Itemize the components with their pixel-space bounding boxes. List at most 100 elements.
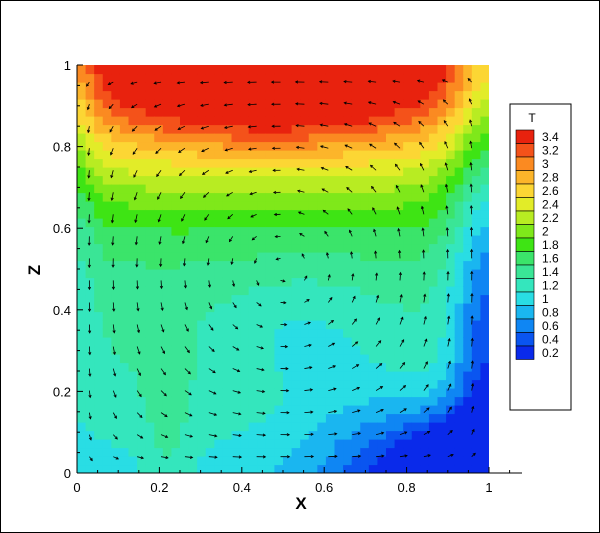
contour-cell <box>394 192 404 202</box>
velocity-arrow <box>136 412 143 419</box>
contour-cell <box>231 362 241 372</box>
contour-cell <box>334 320 344 330</box>
contour-cell <box>471 260 482 270</box>
x-tick-label: 0.2 <box>150 480 168 495</box>
contour-cell <box>240 133 250 143</box>
velocity-arrow <box>420 205 425 215</box>
velocity-arrow <box>352 432 362 436</box>
contour-cell <box>231 252 241 262</box>
contour-cell <box>283 447 293 457</box>
contour-cell <box>231 133 241 143</box>
contour-cell <box>446 73 456 83</box>
contour-cell <box>471 337 482 347</box>
contour-cell <box>188 456 198 466</box>
contour-cell <box>480 456 489 466</box>
contour-cell <box>102 354 112 364</box>
velocity-arrow <box>275 257 281 261</box>
contour-cell <box>265 99 276 109</box>
contour-cell <box>137 175 147 185</box>
contour-cell <box>145 218 155 228</box>
velocity-arrow <box>327 296 333 303</box>
contour-cell <box>111 65 121 75</box>
velocity-arrow <box>446 293 450 303</box>
contour-cell <box>446 218 456 228</box>
contour-cell <box>454 65 464 75</box>
contour-cell <box>403 303 413 313</box>
contour-cell <box>145 277 155 287</box>
contour-cell <box>257 362 267 372</box>
contour-cell <box>94 184 104 194</box>
contour-cell <box>128 354 138 364</box>
contour-cell <box>162 286 173 296</box>
contour-cell <box>420 235 430 245</box>
contour-cell <box>300 73 310 83</box>
contour-cell <box>325 141 336 151</box>
contour-cell <box>411 235 421 245</box>
contour-cell <box>343 269 353 279</box>
velocity-arrow <box>419 162 425 171</box>
contour-cell <box>94 379 104 389</box>
contour-cell <box>248 396 258 406</box>
contour-cell <box>351 337 361 347</box>
contour-cell <box>351 218 361 228</box>
contour-cell <box>411 362 421 372</box>
contour-cell <box>300 311 310 321</box>
contour-cell <box>428 124 439 134</box>
contour-cell <box>240 209 250 219</box>
contour-cell <box>386 277 396 287</box>
contour-cell <box>94 269 104 279</box>
contour-cell <box>197 158 207 168</box>
contour-cell <box>368 269 379 279</box>
contour-cell <box>222 260 233 270</box>
contour-cell <box>334 99 344 109</box>
contour-cell <box>325 192 336 202</box>
contour-cell <box>368 277 379 287</box>
legend-swatch <box>515 170 535 185</box>
contour-cell <box>248 252 258 262</box>
contour-cell <box>394 320 404 330</box>
velocity-arrow <box>444 162 449 171</box>
contour-cell <box>145 260 155 270</box>
contour-cell <box>248 337 258 347</box>
contour-cell <box>154 218 164 228</box>
contour-cell <box>403 388 413 398</box>
velocity-arrow <box>208 434 218 438</box>
contour-cell <box>205 99 215 109</box>
contour-cell <box>77 379 87 389</box>
contour-cell <box>368 90 379 100</box>
contour-cell <box>240 252 250 262</box>
contour-cell <box>291 235 301 245</box>
contour-cell <box>188 73 198 83</box>
contour-cell <box>377 422 387 432</box>
contour-cell <box>377 362 387 372</box>
contour-cell <box>480 133 489 143</box>
contour-cell <box>274 107 284 117</box>
contour-cell <box>274 294 284 304</box>
contour-cell <box>111 277 121 287</box>
contour-cell <box>386 201 396 211</box>
contour-cell <box>360 430 370 440</box>
contour-cell <box>222 116 233 126</box>
contour-cell <box>471 405 482 415</box>
contour-cell <box>265 277 276 287</box>
contour-cell <box>231 184 241 194</box>
contour-cell <box>240 371 250 381</box>
contour-cell <box>77 73 87 83</box>
contour-cell <box>360 388 370 398</box>
contour-cell <box>119 379 130 389</box>
contour-cell <box>171 65 181 75</box>
contour-cell <box>471 243 482 253</box>
contour-cell <box>403 286 413 296</box>
contour-cell <box>265 388 276 398</box>
contour-cell <box>222 337 233 347</box>
contour-cell <box>291 158 301 168</box>
velocity-arrow <box>254 258 258 264</box>
contour-cell <box>77 320 87 330</box>
contour-cell <box>471 447 482 457</box>
contour-cell <box>343 328 353 338</box>
contour-cell <box>394 218 404 228</box>
contour-cell <box>480 107 489 117</box>
contour-cell <box>162 464 173 473</box>
contour-cell <box>471 133 482 143</box>
contour-cell <box>403 405 413 415</box>
